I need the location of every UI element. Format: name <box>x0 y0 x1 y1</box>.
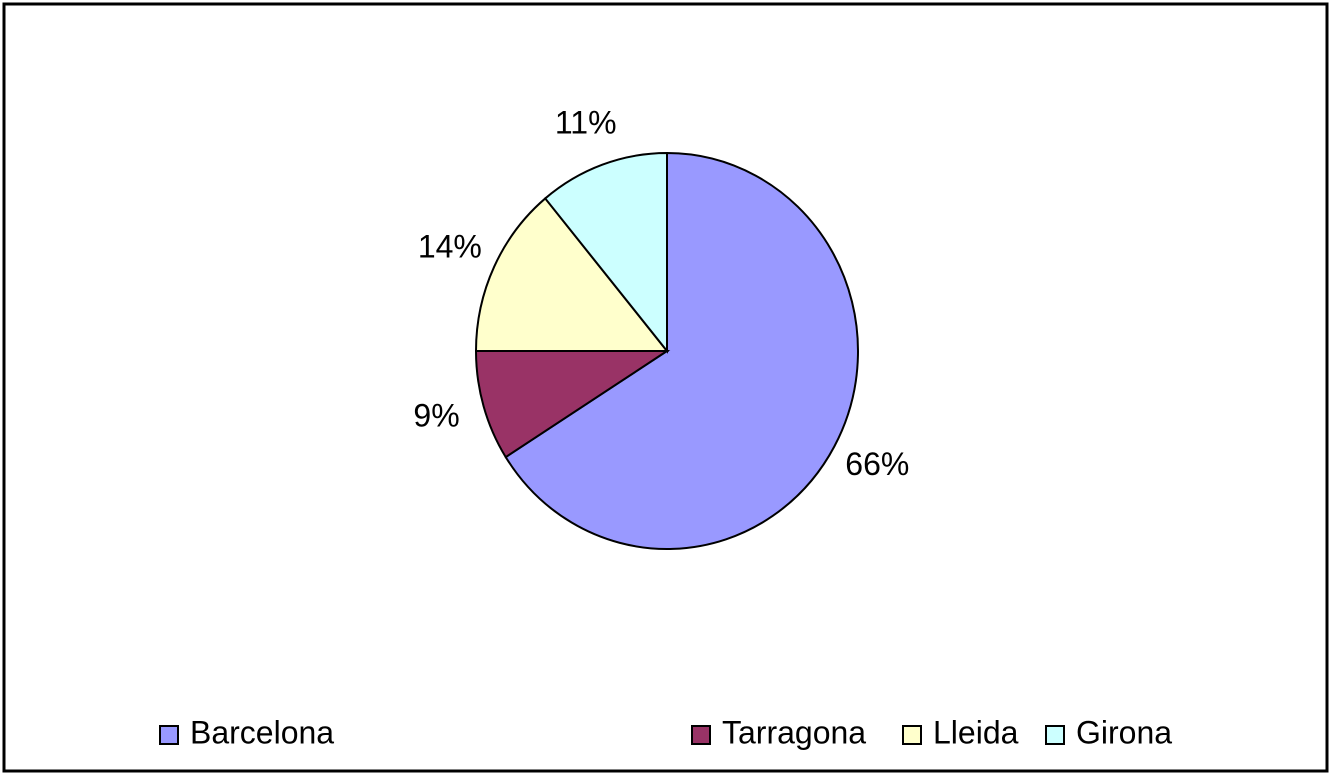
pie-slice <box>543 151 668 354</box>
data-label: 9% <box>413 397 459 433</box>
legend-swatch <box>159 725 179 745</box>
legend-label: Girona <box>1076 714 1172 750</box>
legend-swatch <box>902 725 922 745</box>
legend-label: Lleida <box>933 714 1019 750</box>
pie-slice <box>504 151 859 550</box>
data-label: 11% <box>555 105 617 141</box>
pie-slice <box>474 350 671 459</box>
legend-swatch <box>691 725 711 745</box>
legend-label: Barcelona <box>190 714 334 750</box>
data-label: 14% <box>418 228 482 264</box>
legend-label: Tarragona <box>722 714 866 750</box>
legend-swatch <box>1045 725 1065 745</box>
data-label: 66% <box>845 446 909 482</box>
pie-slice <box>474 197 670 352</box>
